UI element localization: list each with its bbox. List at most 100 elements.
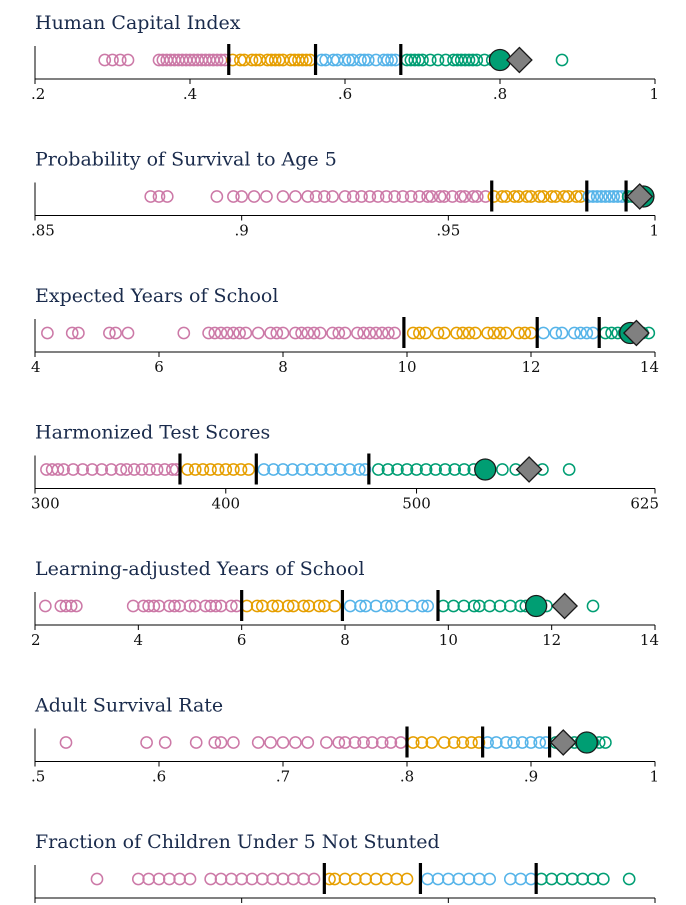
data-point [270, 326, 284, 340]
data-point [599, 190, 612, 203]
data-point [299, 53, 313, 67]
data-point [276, 872, 290, 886]
chart-panel: Human Capital Index .2 .4 .6 .8 1 [31, 12, 659, 103]
data-point [555, 872, 569, 886]
data-point [289, 736, 302, 749]
chart-panel: Probability of Survival to Age 5 .85 .9 .95… [31, 149, 659, 240]
data-point [537, 326, 550, 340]
data-point [433, 190, 447, 203]
chart-title: Human Capital Index [35, 12, 241, 34]
chart-title: Adult Survival Rate [34, 695, 223, 717]
data-point [431, 326, 445, 340]
data-point [297, 872, 311, 886]
data-point [204, 599, 218, 613]
x-tick-label: 12 [521, 358, 540, 376]
data-point [359, 872, 373, 886]
data-point [150, 463, 164, 476]
data-point [545, 190, 559, 203]
chart-title: Harmonized Test Scores [35, 422, 270, 444]
data-point [317, 599, 331, 613]
data-point [352, 463, 366, 476]
highlight-country-marker [575, 731, 598, 754]
data-point [131, 872, 145, 886]
data-point [324, 463, 338, 476]
data-point [98, 53, 112, 67]
data-point [204, 872, 218, 886]
data-point [405, 599, 419, 613]
data-point [65, 326, 79, 340]
data-point [260, 190, 273, 203]
data-point [305, 463, 318, 476]
data-point [388, 326, 401, 340]
data-point [358, 463, 372, 476]
x-tick-label: 1 [649, 222, 659, 240]
data-point [487, 190, 501, 203]
data-point [162, 599, 176, 613]
data-point [235, 872, 249, 886]
data-point [202, 326, 215, 340]
data-point [333, 463, 347, 476]
data-point [251, 736, 265, 749]
data-point [142, 872, 156, 886]
x-tick-label: 300 [31, 495, 60, 513]
data-point [381, 463, 395, 476]
chart-panel: Harmonized Test Scores 300 400 500 625 [31, 422, 659, 513]
data-point [166, 463, 179, 476]
data-point [489, 736, 503, 749]
data-point [209, 599, 223, 613]
data-point [499, 326, 513, 340]
data-point [208, 736, 222, 749]
data-point [224, 872, 238, 886]
data-point [233, 326, 246, 340]
data-point [113, 53, 127, 67]
data-point [257, 463, 271, 476]
data-point [251, 326, 265, 340]
data-point [590, 190, 604, 203]
data-point [524, 190, 538, 203]
x-tick-label: .6 [152, 768, 166, 786]
data-point [421, 190, 435, 203]
x-tick-label: 2 [31, 631, 41, 649]
data-point [181, 463, 194, 476]
x-tick-label: 1 [649, 768, 659, 786]
data-point [549, 190, 563, 203]
data-point [607, 190, 621, 203]
comparison-group-marker [626, 183, 654, 210]
data-point [493, 599, 507, 613]
comparison-group-marker [515, 456, 543, 483]
data-point [247, 190, 261, 203]
chart-panel: Adult Survival Rate .5 .6 .7 .8 .9 1 [31, 695, 659, 786]
data-point [390, 872, 404, 886]
data-point [227, 463, 240, 476]
data-point [385, 53, 398, 67]
data-point [297, 599, 311, 613]
data-point [346, 190, 360, 203]
x-tick-label: 400 [211, 495, 240, 513]
data-point [410, 463, 423, 476]
data-point [227, 190, 240, 203]
data-point [312, 599, 326, 613]
data-point [54, 599, 68, 613]
data-point [363, 326, 377, 340]
data-point [375, 326, 389, 340]
data-point [188, 463, 202, 476]
data-point [508, 190, 521, 203]
data-point [160, 190, 174, 203]
data-point [555, 53, 569, 67]
chart-title: Fraction of Children Under 5 Not Stunted [35, 831, 440, 853]
data-point [369, 326, 383, 340]
data-point [493, 326, 507, 340]
data-point [189, 736, 203, 749]
data-point [59, 736, 73, 749]
data-point [328, 599, 342, 613]
data-point [271, 599, 285, 613]
data-point [557, 190, 571, 203]
data-point [343, 599, 357, 613]
x-tick-label: 8 [340, 631, 350, 649]
data-point [415, 736, 429, 749]
data-point [348, 736, 362, 749]
data-point [499, 736, 513, 749]
data-point [301, 736, 315, 749]
data-point [379, 599, 393, 613]
data-point [487, 326, 501, 340]
